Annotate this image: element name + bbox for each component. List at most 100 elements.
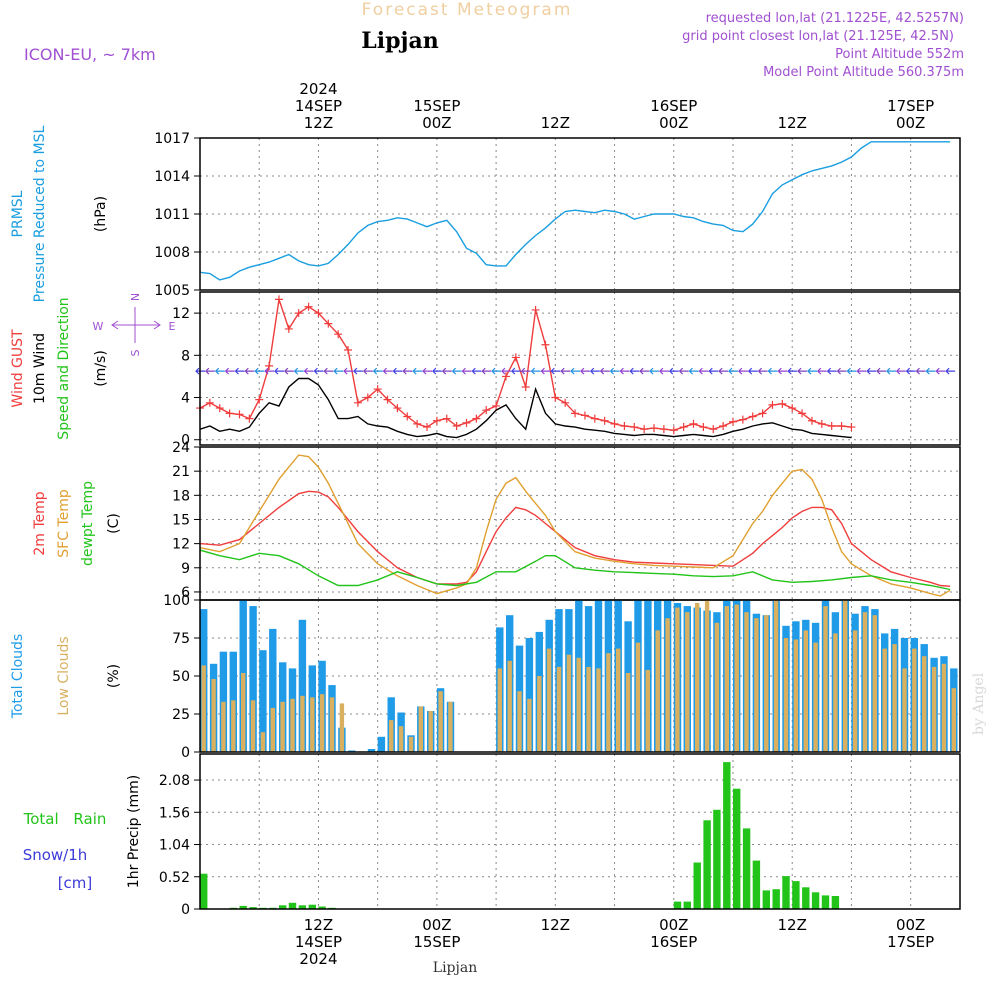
bar: [683, 901, 691, 909]
bar: [843, 600, 848, 752]
bar: [606, 653, 611, 752]
bar: [714, 622, 720, 752]
gust-marker: [393, 404, 402, 413]
bar: [408, 736, 414, 752]
panel-clouds: 0 25 50 75 100 Total Clouds Low Clouds (%): [10, 593, 961, 761]
wind-arrow: [224, 367, 235, 375]
credit-watermark: by Angel: [971, 672, 987, 735]
bar: [675, 607, 680, 752]
y-tick-label: 1.56: [159, 805, 190, 821]
bar: [724, 606, 729, 752]
wind-arrow: [580, 367, 590, 375]
y-tick-label: 24: [172, 440, 190, 456]
gust-marker: [531, 305, 540, 314]
top-time-label: 00Z: [422, 114, 451, 132]
bar: [527, 698, 532, 752]
bar: [596, 668, 601, 752]
bar: [398, 726, 404, 752]
bar: [802, 887, 810, 909]
bar: [389, 720, 394, 752]
point-altitude: Point Altitude 552m: [835, 47, 964, 62]
panel-frame: [199, 446, 961, 601]
gust-marker: [363, 393, 372, 402]
gust-marker: [600, 416, 609, 425]
wind-arrow: [895, 367, 906, 375]
wind-arrow: [678, 367, 689, 375]
bar: [625, 673, 631, 752]
precip-legend-cm: [cm]: [58, 874, 93, 892]
gust-marker: [511, 353, 520, 362]
wind-arrow: [491, 367, 502, 375]
bar: [792, 881, 800, 909]
bar: [300, 695, 305, 752]
bar: [951, 688, 956, 752]
panel-temperature: 6 9 12 15 18 21 24 2m Temp SFC Temp dewpt Temp (C): [32, 440, 961, 601]
bottom-time-label: 00Z: [896, 916, 925, 934]
wind-arrow: [619, 367, 630, 375]
model-altitude: Model Point Altitude 560.375m: [763, 65, 964, 80]
bar: [685, 612, 690, 752]
wind-arrow: [925, 367, 936, 375]
wind-arrow: [846, 367, 857, 375]
bar: [831, 896, 840, 909]
top-time-label: 2024: [299, 80, 337, 98]
wind-arrow: [244, 367, 255, 375]
bar: [833, 633, 838, 752]
chart-title: Forecast Meteogram: [362, 0, 573, 20]
bar: [783, 638, 789, 752]
bar: [201, 665, 206, 752]
bottom-time-label: 00Z: [659, 916, 688, 934]
y-tick-label: 1008: [154, 245, 190, 261]
y-tick-label: 18: [172, 488, 190, 504]
gust-marker: [472, 414, 481, 423]
y-tick-label: 15: [172, 512, 190, 528]
y-axis-label: (C): [106, 513, 122, 534]
bottom-time-label: 12Z: [304, 916, 333, 934]
y-axis-label: (%): [106, 664, 122, 688]
bar: [931, 666, 937, 752]
bar: [367, 749, 376, 752]
y-axis-label: Wind GUST: [10, 329, 26, 408]
bar: [221, 701, 226, 752]
grid-point-coords: grid point closest lon,lat (21.125E, 42.…: [682, 29, 954, 44]
bar: [754, 618, 759, 752]
y-tick-label: 9: [181, 561, 190, 577]
gust-marker: [847, 423, 856, 432]
gust-marker: [817, 419, 826, 428]
bottom-time-label: 14SEP: [295, 933, 342, 951]
gust-marker: [462, 418, 471, 427]
wind-arrow: [609, 367, 620, 375]
bar: [703, 820, 711, 909]
gust-marker: [610, 419, 619, 428]
gust-marker: [679, 423, 688, 432]
wind-arrow: [264, 367, 275, 375]
y-tick-label: 1011: [154, 207, 190, 223]
gust-marker: [225, 409, 234, 418]
wind-arrow: [856, 367, 867, 375]
location-title: Lipjan: [361, 28, 438, 54]
gust-marker: [235, 410, 244, 419]
bar: [566, 654, 572, 752]
wind-arrow: [283, 367, 294, 375]
wind-arrow: [905, 367, 916, 375]
bar: [772, 889, 780, 909]
gust-marker: [768, 400, 777, 409]
gust-marker: [344, 346, 353, 355]
bar: [892, 644, 897, 752]
bar: [418, 706, 423, 752]
wind-arrow: [422, 367, 433, 375]
top-time-label: 00Z: [896, 114, 925, 132]
gust-marker: [373, 385, 382, 394]
wind-arrow: [639, 367, 650, 375]
gust-marker: [304, 302, 313, 311]
bar: [723, 762, 731, 909]
series-line-prmsl: [200, 141, 951, 281]
gust-marker: [778, 399, 787, 408]
gust-marker: [501, 372, 510, 381]
gust-marker: [837, 422, 846, 431]
bar: [525, 638, 534, 752]
wind-arrow: [481, 367, 492, 375]
bar: [704, 600, 710, 752]
